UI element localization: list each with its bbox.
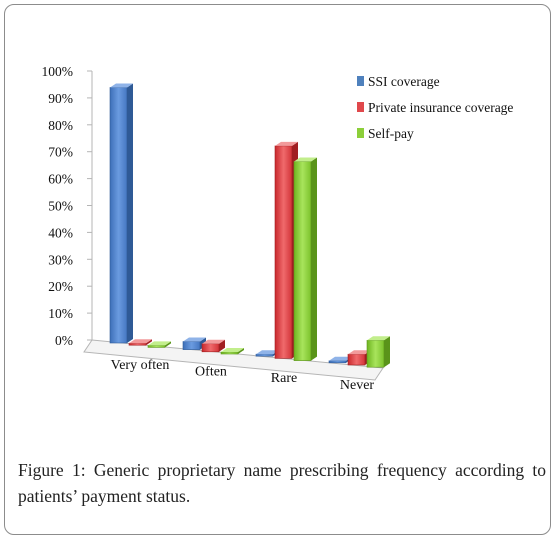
bar-side [146,339,152,346]
bar [147,341,171,348]
bar-side [311,157,317,361]
bar-front [147,345,166,348]
bar-top [256,350,279,355]
bar-front [182,341,201,350]
x-category-label: Rare [271,371,297,386]
y-tick-label: 60% [48,172,73,187]
y-tick-label: 10% [48,306,73,321]
bar-chart: 0% 10% 20% 30% 40% 50% 60% 70% 80% 90% 100% Very of… [42,64,514,393]
bar-side [165,341,171,348]
bar-front [328,360,347,364]
figure-label-text: Figure 1: [18,460,86,480]
bar-side [127,83,133,343]
bar [201,339,225,353]
bar-front [255,353,274,357]
bar-top [148,341,171,346]
figure-label: Figure 1: [18,460,94,480]
bar-top [275,141,298,146]
bar-front [347,353,366,366]
bar-side [219,339,225,352]
legend-label: Private insurance coverage [368,100,513,115]
y-tick-label: 80% [48,118,73,133]
y-tick-label: 0% [55,333,73,348]
legend-swatch [357,128,364,138]
bar-top [129,339,152,344]
bar [109,83,133,344]
y-tick-label: 100% [42,64,74,79]
bar [293,157,317,361]
bar-front [293,161,312,361]
y-tick-label: 90% [48,91,73,106]
bar-front [109,87,128,344]
bar-top [221,348,244,352]
legend-swatch [357,76,364,86]
legend-label: Self-pay [368,126,414,141]
figure-caption-text: Generic proprietary name prescribing fre… [18,460,546,506]
figure-caption: Figure 1: Generic proprietary name presc… [18,457,546,509]
bar-side [238,348,244,354]
bar-top [367,336,390,341]
bar-top [348,350,371,355]
bar-front [220,351,239,355]
bar-top [294,157,317,162]
legend-swatch [357,102,364,112]
y-tick-label: 70% [48,145,73,160]
bar-top [110,83,133,88]
bar [366,336,390,368]
bar-top [183,337,206,342]
x-category-label: Often [195,365,227,380]
y-tick-label: 20% [48,279,73,294]
bar [128,339,152,346]
bar-front [201,343,220,353]
x-category-label: Never [340,378,375,393]
x-category-label: Very often [111,358,170,373]
bar-front [366,339,385,368]
bar-top [202,339,225,344]
legend-label: SSI coverage [368,74,440,89]
y-tick-label: 30% [48,252,73,267]
bar [220,348,244,355]
bar-side [384,336,390,368]
y-tick-label: 40% [48,225,73,240]
bar-front [274,145,293,359]
bar-top [329,356,352,361]
y-tick-label: 50% [48,199,73,214]
bar-front [128,342,147,346]
